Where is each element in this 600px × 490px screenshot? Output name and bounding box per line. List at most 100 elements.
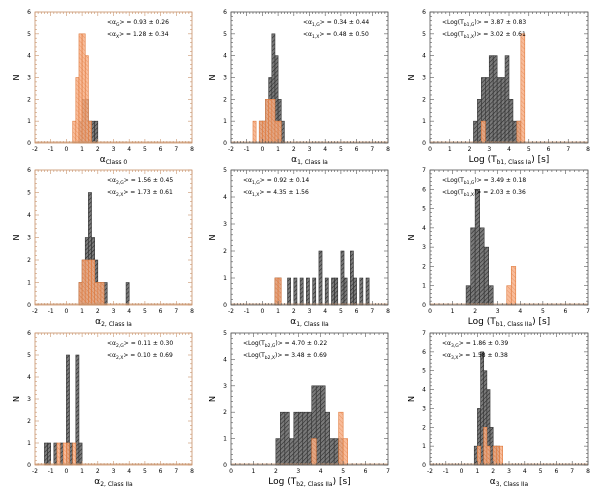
gray-bar-10 — [315, 385, 322, 466]
gray-bar-16 — [359, 277, 364, 306]
orange-bar-5 — [496, 445, 500, 466]
x-tick-label: 5 — [539, 468, 543, 475]
x-tick-label: -1 — [48, 468, 54, 475]
y-tick-label: 2 — [223, 96, 227, 103]
gray-bar-7 — [496, 77, 502, 144]
x-tick-label: 7 — [386, 468, 390, 475]
histogram-panel-6: 0 1 2 3 4 5 6 7 0 1 2 3 4 5 6 7 N Log (Tb1, Class IIa) [s… — [407, 167, 590, 328]
histogram-panel-3: 0 1 2 3 4 5 6 7 8 0 1 2 3 4 5 6 N Log (Tb1, Class Ia) [s]… — [407, 9, 590, 166]
y-tick-label: 0 — [27, 302, 31, 309]
stat-annotation-1: <α3,G> = 1.86 ± 0.39 — [442, 340, 508, 349]
orange-bar-3 — [66, 442, 70, 466]
x-tick-label: 7 — [566, 146, 570, 153]
y-tick-label: 1 — [422, 118, 426, 125]
stat-annotation-2: <α1,X> = 0.48 ± 0.50 — [303, 31, 369, 40]
y-tick-label: 6 — [223, 9, 227, 16]
x-tick-label: 8 — [190, 308, 194, 315]
y-tick-label: 5 — [422, 206, 426, 213]
x-tick-label: 0 — [64, 468, 68, 475]
x-tick-label: 8 — [190, 146, 194, 153]
orange-bar-4 — [72, 442, 77, 466]
stat-annotation-2: <α3,X> = 1.58 ± 0.38 — [442, 352, 508, 361]
x-axis-label: α3, Class IIa — [490, 477, 529, 488]
x-tick-label: 2 — [96, 146, 100, 153]
orange-bar-2 — [516, 120, 522, 144]
y-tick-label: 4 — [27, 374, 31, 381]
x-tick-label: 4 — [323, 146, 327, 153]
orange-bar-6 — [94, 282, 99, 306]
histogram-panel-7: -2 -1 0 1 2 3 4 5 6 7 8 0 1 2 3 4 5 6 Nα2, Class IIa <α2,G>… — [12, 330, 194, 488]
y-tick-label: 4 — [223, 194, 227, 201]
orange-bar-4 — [492, 445, 497, 466]
stat-annotation-2: <Log(Tb2,X)> = 3.48 ± 0.69 — [243, 352, 327, 361]
gray-bar-6 — [492, 55, 498, 144]
gray-bar-14 — [333, 438, 339, 466]
orange-bar-4 — [88, 259, 92, 306]
x-tick-label: 5 — [339, 146, 343, 153]
x-tick-label: 3 — [296, 468, 300, 475]
x-tick-label: -2 — [228, 308, 234, 315]
gray-bar-8 — [318, 250, 323, 306]
orange-bar-8 — [100, 282, 105, 306]
x-tick-label: 2 — [274, 468, 278, 475]
x-tick-label: 4 — [127, 308, 131, 315]
orange-bar-1 — [78, 282, 83, 306]
x-tick-label: 2 — [491, 468, 495, 475]
gray-bar-9 — [324, 277, 329, 306]
stat-annotation-1: <α1,G> = 0.34 ± 0.44 — [303, 19, 369, 28]
orange-bar-5 — [91, 259, 95, 306]
orange-bar-7 — [274, 120, 279, 144]
histogram-panel-8: 0 1 2 3 4 5 6 7 0 1 2 3 4 5 N Log (Tb2, Class IIa) [s] <… — [208, 330, 390, 488]
gray-bar-6 — [488, 285, 494, 306]
x-tick-label: 0 — [229, 468, 233, 475]
x-tick-label: 8 — [586, 146, 590, 153]
y-tick-label: 3 — [422, 75, 426, 82]
y-axis-label: N — [12, 396, 21, 402]
y-tick-label: 5 — [27, 352, 31, 359]
gray-bar-2 — [477, 99, 482, 144]
orange-bar-3 — [262, 120, 266, 144]
orange-bar-2 — [258, 120, 263, 144]
gray-bar-1 — [275, 438, 281, 466]
y-tick-label: 3 — [422, 244, 426, 251]
plot-frame — [230, 332, 389, 466]
x-tick-label: 6 — [355, 308, 359, 315]
y-tick-label: 1 — [223, 436, 227, 443]
orange-bar-1 — [311, 438, 317, 466]
y-tick-label: 3 — [422, 405, 426, 412]
y-tick-label: 0 — [223, 302, 227, 309]
y-tick-label: 3 — [223, 383, 227, 390]
x-tick-label: 4 — [127, 468, 131, 475]
stat-annotation-1: <α1,G> = 0.92 ± 0.14 — [243, 177, 309, 186]
y-tick-label: 0 — [27, 140, 31, 147]
y-tick-label: 6 — [27, 330, 31, 337]
orange-bar-2 — [277, 277, 282, 306]
y-tick-label: 2 — [27, 418, 31, 425]
orange-bar-3 — [84, 259, 89, 306]
y-tick-label: 2 — [422, 424, 426, 431]
gray-bar-12 — [340, 250, 345, 306]
gray-bar-1 — [44, 442, 48, 466]
plot-frame — [429, 332, 589, 466]
gray-bar-5 — [488, 55, 494, 144]
y-axis-label: N — [407, 234, 416, 240]
y-axis-label: N — [208, 234, 217, 240]
x-tick-label: 6 — [159, 468, 163, 475]
x-tick-label: -2 — [32, 468, 38, 475]
gray-bar-14 — [350, 250, 354, 306]
x-tick-label: 7 — [174, 308, 178, 315]
y-tick-label: 1 — [27, 118, 31, 125]
x-tick-label: 6 — [364, 468, 368, 475]
y-tick-label: 6 — [422, 349, 426, 356]
gray-bar-7 — [312, 277, 317, 306]
x-tick-label: 1 — [276, 308, 280, 315]
x-tick-label: 2 — [292, 308, 296, 315]
y-tick-label: 2 — [422, 263, 426, 270]
y-tick-label: 0 — [27, 462, 31, 469]
stat-annotation-2: <α1,X> = 4.35 ± 1.56 — [243, 189, 309, 198]
x-tick-label: 4 — [127, 146, 131, 153]
gray-bar-8 — [78, 442, 83, 466]
x-tick-label: 7 — [570, 468, 574, 475]
